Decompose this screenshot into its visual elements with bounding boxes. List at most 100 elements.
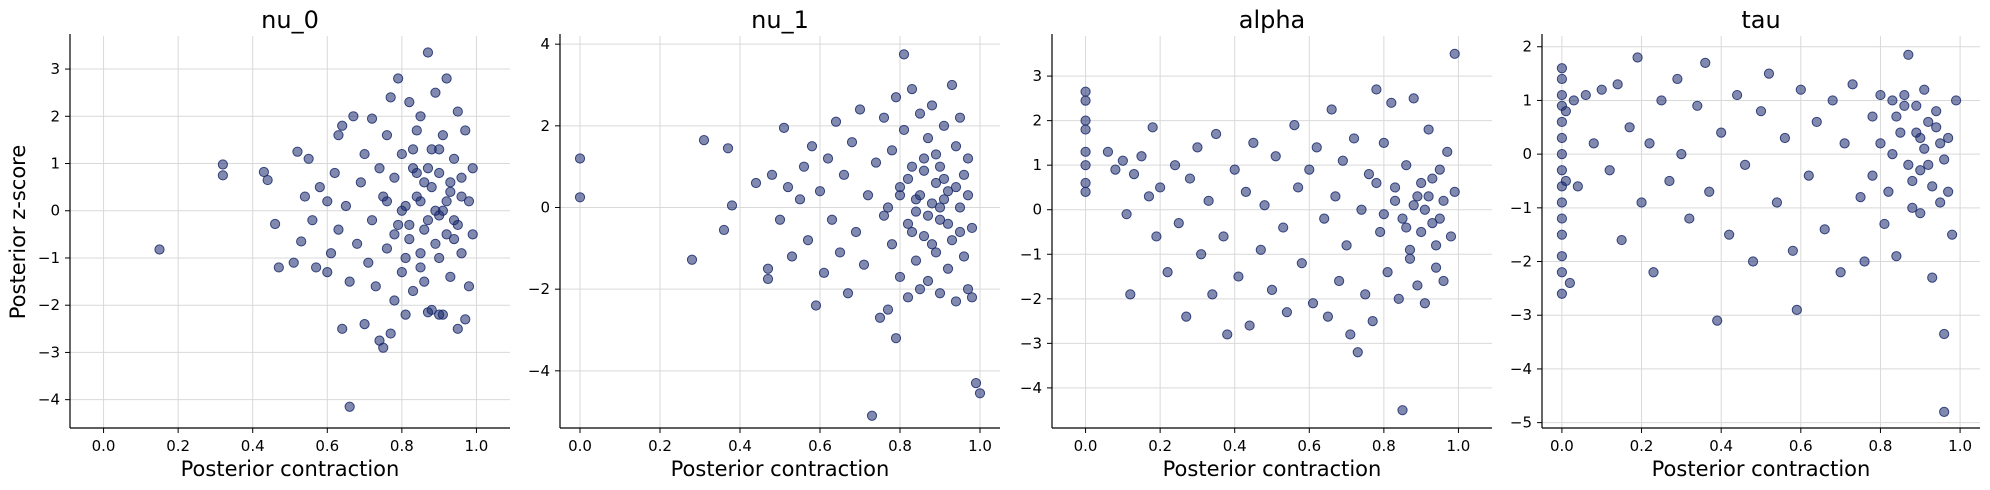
data-point (1397, 213, 1408, 224)
subplot-title: nu_1 (751, 6, 809, 34)
data-point (1080, 124, 1091, 135)
data-point (1839, 138, 1850, 149)
y-tick-label: 2 (540, 117, 550, 135)
data-point (1827, 95, 1838, 106)
data-point (1919, 143, 1930, 154)
data-point (934, 214, 946, 225)
data-point (1442, 146, 1453, 157)
data-point (906, 83, 918, 95)
data-point (902, 173, 914, 185)
data-point (934, 288, 946, 299)
data-point (1915, 165, 1926, 176)
y-tick-label: 2 (1522, 38, 1532, 56)
data-point (1672, 73, 1683, 85)
data-point (1803, 170, 1814, 181)
data-point (434, 252, 445, 264)
data-point (366, 113, 378, 124)
data-point (1419, 204, 1430, 215)
data-point (910, 255, 922, 266)
subplot-title: alpha (1239, 6, 1306, 34)
data-point (1281, 307, 1293, 318)
data-point (1684, 213, 1695, 224)
data-point (1427, 217, 1438, 229)
data-point (1147, 122, 1158, 133)
data-point (1203, 195, 1214, 206)
data-point (385, 92, 396, 103)
data-point (456, 172, 467, 183)
data-point (1378, 209, 1389, 220)
data-point (802, 235, 814, 246)
data-point (1322, 311, 1334, 322)
data-point (926, 198, 938, 209)
data-point (874, 312, 886, 323)
data-point (1700, 57, 1711, 68)
data-point (818, 267, 830, 278)
x-tick-label: 0.4 (1223, 437, 1247, 455)
data-point (370, 281, 381, 292)
data-point (1556, 213, 1568, 224)
data-point (1604, 165, 1615, 176)
subplot-1: 0.0 0.2 0.4 0.6 0.8 1.0 −4 −2 0 2 4 nu_1 Posterior c… (528, 6, 1000, 481)
data-point (1891, 111, 1902, 122)
data-point (1192, 142, 1203, 153)
data-point (1173, 217, 1184, 229)
x-axis-label: Posterior contraction (1652, 457, 1871, 481)
data-point (437, 130, 448, 141)
subplot-3: 0.0 0.2 0.4 0.6 0.8 1.0 −5 −4 −3 −2 −1 0 1 2 tau Poster… (1510, 6, 1980, 481)
data-point (1771, 197, 1783, 208)
data-point (322, 196, 333, 207)
data-point (1375, 226, 1386, 238)
data-point (1931, 106, 1942, 117)
data-point (1270, 151, 1281, 162)
y-tick-label: −3 (38, 343, 60, 361)
data-point (1121, 209, 1132, 220)
data-point (404, 97, 415, 108)
data-point (902, 292, 914, 303)
data-point (1927, 272, 1938, 283)
data-point (434, 144, 445, 155)
data-point (1416, 226, 1427, 238)
data-point (1404, 253, 1416, 264)
data-point (1755, 106, 1767, 117)
data-point (366, 215, 378, 226)
data-point (1244, 320, 1255, 331)
data-point (910, 206, 922, 217)
data-point (1632, 52, 1643, 63)
data-point (467, 229, 478, 240)
data-point (1218, 231, 1229, 242)
y-tick-label: −1 (1510, 199, 1532, 217)
data-point (930, 177, 942, 189)
data-point (437, 205, 448, 216)
data-point (882, 304, 894, 315)
data-point (1378, 137, 1389, 149)
data-point (460, 314, 471, 325)
y-tick-label: −5 (1510, 414, 1532, 432)
data-point (1616, 234, 1627, 246)
data-point (1169, 160, 1181, 171)
y-tick-label: 2 (50, 107, 60, 125)
data-point (1919, 84, 1930, 95)
y-tick-label: −3 (1510, 306, 1532, 324)
data-point (441, 73, 452, 84)
data-point (914, 190, 926, 201)
data-point (452, 323, 463, 334)
x-tick-label: 0.4 (728, 437, 752, 455)
data-point (422, 163, 434, 174)
data-point (1556, 132, 1568, 144)
data-point (1389, 182, 1401, 193)
x-tick-label: 1.0 (1447, 437, 1471, 455)
data-point (340, 200, 352, 212)
data-point (966, 292, 978, 303)
data-point (962, 153, 974, 164)
data-point (415, 196, 426, 207)
subplot-title: nu_0 (261, 6, 319, 34)
data-point (958, 169, 970, 180)
y-tick-label: 0 (50, 202, 60, 220)
data-point (430, 87, 441, 98)
data-point (1899, 100, 1910, 111)
data-point (1360, 289, 1371, 300)
data-point (1747, 256, 1759, 267)
data-point (1184, 173, 1196, 184)
data-point (1847, 79, 1858, 90)
